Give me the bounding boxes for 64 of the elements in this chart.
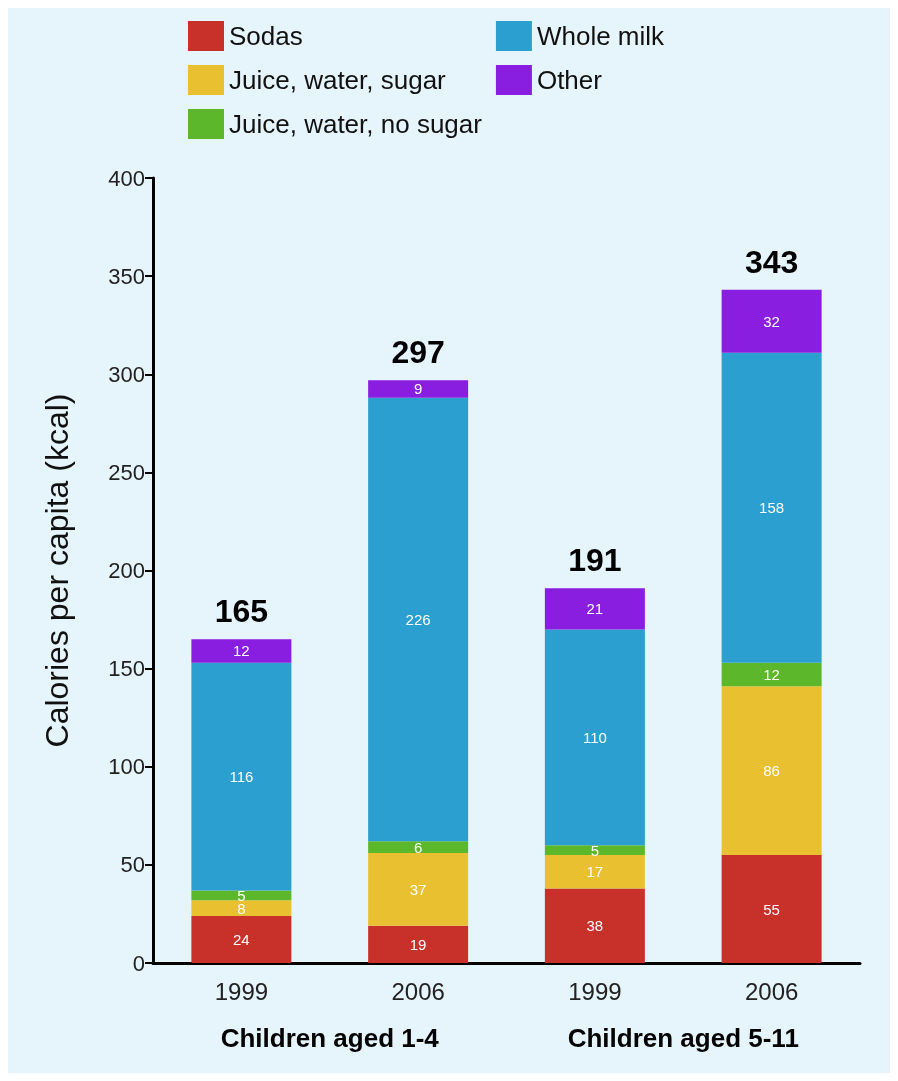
bar (368, 853, 469, 926)
data-label: 86 (763, 762, 780, 780)
bar (191, 890, 292, 901)
bar (368, 841, 469, 854)
bar (721, 289, 822, 353)
legend-label: Sodas (229, 21, 303, 51)
bar (191, 662, 292, 891)
data-label: 37 (409, 880, 427, 898)
y-tick-label: 100 (108, 754, 145, 780)
data-label: 110 (582, 728, 607, 746)
data-label: 12 (233, 642, 250, 660)
y-tick-label: 150 (108, 656, 145, 682)
total-label: 297 (391, 334, 445, 371)
y-tick-label: 50 (120, 852, 145, 878)
legend-label: Whole milk (536, 21, 666, 51)
total-label: 165 (214, 593, 269, 630)
bar (721, 662, 822, 687)
data-label: 21 (586, 600, 604, 618)
data-label: 17 (586, 863, 604, 881)
x-tick-label: 1999 (214, 977, 269, 1005)
data-label: 55 (763, 900, 780, 918)
text: Children aged 5-11 (567, 1023, 799, 1053)
legend-label: Juice, water, sugar (229, 65, 447, 95)
bar (544, 855, 645, 889)
data-label: 19 (409, 935, 427, 953)
bar (368, 380, 469, 398)
x-tick-label: 1999 (568, 977, 622, 1005)
data-label: 12 (763, 666, 780, 684)
y-tick-label: 0 (132, 950, 145, 976)
bar (721, 855, 822, 963)
bar (721, 352, 822, 663)
legend-label: Other (536, 65, 603, 95)
data-label: 6 (413, 838, 423, 856)
bar (544, 629, 645, 846)
bar (721, 686, 822, 856)
y-tick-label: 300 (108, 361, 145, 387)
legend-label: Juice, water, no sugar (229, 109, 483, 139)
total-label: 343 (744, 243, 799, 280)
y-tick-label: 400 (108, 165, 145, 191)
y-axis-title: Calories per capita (kcal) (39, 393, 75, 748)
data-label: 5 (237, 886, 246, 904)
data-label: 158 (759, 499, 785, 517)
bar (544, 888, 645, 963)
data-label: 9 (413, 380, 423, 398)
data-label: 5 (590, 841, 600, 859)
bar (544, 588, 645, 630)
bar (191, 639, 292, 663)
x-tick-label: 2006 (391, 977, 445, 1005)
data-label: 32 (763, 312, 780, 330)
y-tick-label: 250 (108, 459, 145, 485)
data-label: 226 (405, 611, 431, 629)
data-label: 116 (229, 768, 254, 786)
bar (368, 925, 469, 963)
y-tick-label: 200 (108, 558, 145, 583)
data-label: 38 (586, 917, 604, 935)
bar (191, 915, 292, 963)
bar (544, 845, 645, 856)
bar (368, 397, 469, 842)
total-label: 191 (568, 542, 622, 579)
data-label: 24 (233, 930, 250, 948)
bar (191, 900, 292, 916)
x-tick-label: 2006 (744, 977, 799, 1005)
y-tick-label: 350 (108, 263, 145, 289)
text: Children aged 1-4 (220, 1023, 440, 1053)
